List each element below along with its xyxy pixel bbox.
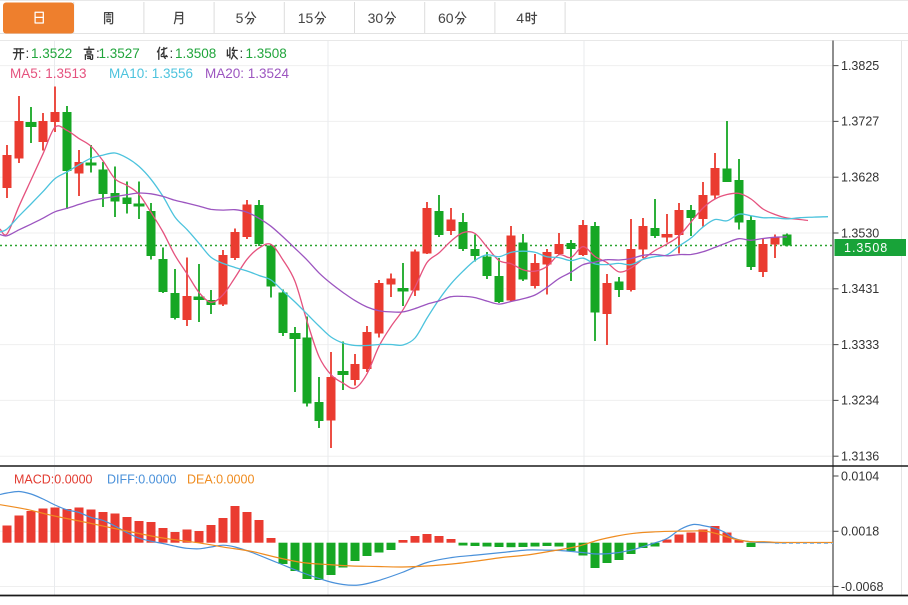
- svg-text:1.3431: 1.3431: [841, 282, 879, 296]
- svg-text:60: 60: [438, 10, 454, 26]
- svg-text:1.3508: 1.3508: [844, 241, 888, 255]
- svg-text:0.0018: 0.0018: [841, 525, 879, 539]
- svg-text:4: 4: [516, 10, 524, 26]
- svg-text:MACD:0.0000: MACD:0.0000: [14, 473, 93, 487]
- svg-text:1.3530: 1.3530: [841, 226, 879, 240]
- svg-text:1.3136: 1.3136: [841, 450, 879, 464]
- svg-text:1.3508: 1.3508: [246, 46, 287, 61]
- svg-text::: :: [96, 46, 100, 61]
- svg-text::: :: [170, 46, 174, 61]
- svg-text:1.3825: 1.3825: [841, 59, 879, 73]
- svg-text:0.0104: 0.0104: [841, 469, 879, 483]
- svg-text:1.3727: 1.3727: [841, 115, 879, 129]
- svg-text:30: 30: [368, 10, 384, 26]
- svg-text:1.3508: 1.3508: [175, 46, 216, 61]
- svg-text:-0.0068: -0.0068: [841, 580, 883, 594]
- svg-text:1.3628: 1.3628: [841, 171, 879, 185]
- svg-text::: :: [240, 46, 244, 61]
- svg-text:1.3333: 1.3333: [841, 338, 879, 352]
- svg-text:5: 5: [236, 10, 244, 26]
- svg-text:MA5: 1.3513: MA5: 1.3513: [10, 66, 87, 81]
- svg-text:DEA:0.0000: DEA:0.0000: [187, 473, 254, 487]
- svg-text:1.3527: 1.3527: [99, 46, 140, 61]
- svg-text:DIFF:0.0000: DIFF:0.0000: [107, 473, 177, 487]
- svg-text:15: 15: [298, 10, 314, 26]
- svg-text::: :: [26, 46, 30, 61]
- svg-text:MA20: 1.3524: MA20: 1.3524: [205, 66, 290, 81]
- svg-text:1.3522: 1.3522: [31, 46, 72, 61]
- svg-text:1.3234: 1.3234: [841, 394, 879, 408]
- svg-text:MA10: 1.3556: MA10: 1.3556: [109, 66, 193, 81]
